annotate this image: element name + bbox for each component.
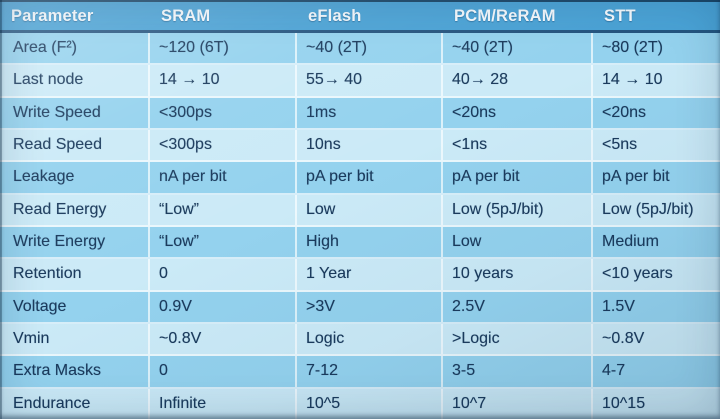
table-body: Area (F²) ~120 (6T) ~40 (2T) ~40 (2T) ~8… [0,33,720,419]
cell-value-eflash: Low [297,194,443,225]
row-parameter-label: Voltage [0,291,150,322]
row-parameter-label: Write Energy [0,226,150,258]
cell-value-pcm-reram: Low (5pJ/bit) [443,194,593,225]
row-parameter-label: Area (F²) [0,33,150,64]
cell-value-sram: 14 → 10 [150,65,297,96]
row-parameter-label: Last node [0,65,150,96]
cell-value-stt: Low (5pJ/bit) [602,200,694,218]
cell-value-sram: Infinite [150,388,297,419]
cell-value-sram: “Low” [150,226,297,258]
cell-value-pcm-reram: >Logic [443,323,593,355]
cell-value-sram: ~120 (6T) [150,33,297,64]
cell-value-sram: nA per bit [150,162,297,193]
table-row: Read Speed <300ps 10ns <1ns <5ns [0,129,720,163]
cell-value-stt: <5ns [602,136,638,154]
table-row: Last node 14 → 10 55→ 40 40→ 28 14 → 10 [0,65,720,98]
header-cell-stt: STT [604,6,636,25]
table-row: Write Speed <300ps 1ms <20ns <20ns [0,97,720,130]
cell-value-eflash: 1ms [297,97,443,128]
cell-value-eflash: 55→ 40 [297,65,443,96]
cell-value-eflash: 1 Year [297,259,443,290]
table-row: Voltage 0.9V >3V 2.5V 1.5V [0,291,720,324]
row-parameter-label: Write Speed [0,97,150,128]
row-parameter-label: Retention [0,259,150,290]
row-parameter-label: Leakage [0,162,150,193]
table-row: Vmin ~0.8V Logic >Logic ~0.8V [0,323,720,357]
table-row: Extra Masks 0 7-12 3-5 4-7 [0,356,720,389]
cell-value-stt: <20ns [602,103,647,121]
table-header-row: Parameter SRAM eFlash PCM/ReRAM STT [0,0,720,33]
row-parameter-label: Read Speed [0,129,150,161]
table-row: Endurance Infinite 10^5 10^7 10^15 [0,388,720,419]
header-cell-sram: SRAM [161,6,211,25]
cell-value-pcm-reram: <1ns [443,129,593,161]
cell-value-pcm-reram: 2.5V [443,291,593,322]
cell-value-stt: ~80 (2T) [602,39,663,57]
cell-value-stt: 14 → 10 [602,71,663,89]
cell-value-sram: 0 [150,259,297,290]
row-parameter-label: Vmin [0,323,150,355]
cell-value-sram: “Low” [150,194,297,225]
cell-value-eflash: >3V [297,291,443,322]
cell-value-eflash: pA per bit [297,162,443,193]
row-parameter-label: Endurance [0,388,150,419]
cell-value-pcm-reram: 10^7 [443,388,593,419]
cell-value-eflash: 10^5 [297,388,443,419]
cell-value-stt: pA per bit [602,168,670,186]
table-row: Area (F²) ~120 (6T) ~40 (2T) ~40 (2T) ~8… [0,33,720,66]
cell-value-sram: 0 [150,356,297,387]
cell-value-pcm-reram: <20ns [443,97,593,128]
cell-value-pcm-reram: pA per bit [443,162,593,193]
cell-value-pcm-reram: Low [443,226,593,258]
row-parameter-label: Extra Masks [0,356,150,387]
cell-value-pcm-reram: 3-5 [443,356,593,387]
header-cell-parameter: Parameter [11,6,94,25]
cell-value-pcm-reram: 40→ 28 [443,65,593,96]
cell-value-pcm-reram: ~40 (2T) [443,33,593,64]
cell-value-pcm-reram: 10 years [443,259,593,290]
table-row: Write Energy “Low” High Low Medium [0,226,720,260]
cell-value-sram: <300ps [150,129,297,161]
header-cell-eflash: eFlash [308,6,362,25]
cell-value-eflash: 10ns [297,129,443,161]
cell-value-sram: ~0.8V [150,323,297,355]
table-row: Leakage nA per bit pA per bit pA per bit… [0,162,720,195]
cell-value-eflash: ~40 (2T) [297,33,443,64]
table-row: Read Energy “Low” Low Low (5pJ/bit) Low … [0,194,720,227]
cell-value-stt: ~0.8V [602,330,645,348]
cell-value-sram: <300ps [150,97,297,128]
row-parameter-label: Read Energy [0,194,150,225]
header-cell-pcm-reram: PCM/ReRAM [454,6,556,25]
cell-value-stt: 10^15 [602,394,646,412]
table-row: Retention 0 1 Year 10 years <10 years [0,259,720,292]
cell-value-stt: 1.5V [602,297,635,315]
cell-value-eflash: High [297,226,443,258]
cell-value-stt: Medium [602,233,659,251]
cell-value-eflash: 7-12 [297,356,443,387]
cell-value-stt: 4-7 [602,362,626,380]
cell-value-eflash: Logic [297,323,443,355]
cell-value-stt: <10 years [602,265,673,283]
cell-value-sram: 0.9V [150,291,297,322]
